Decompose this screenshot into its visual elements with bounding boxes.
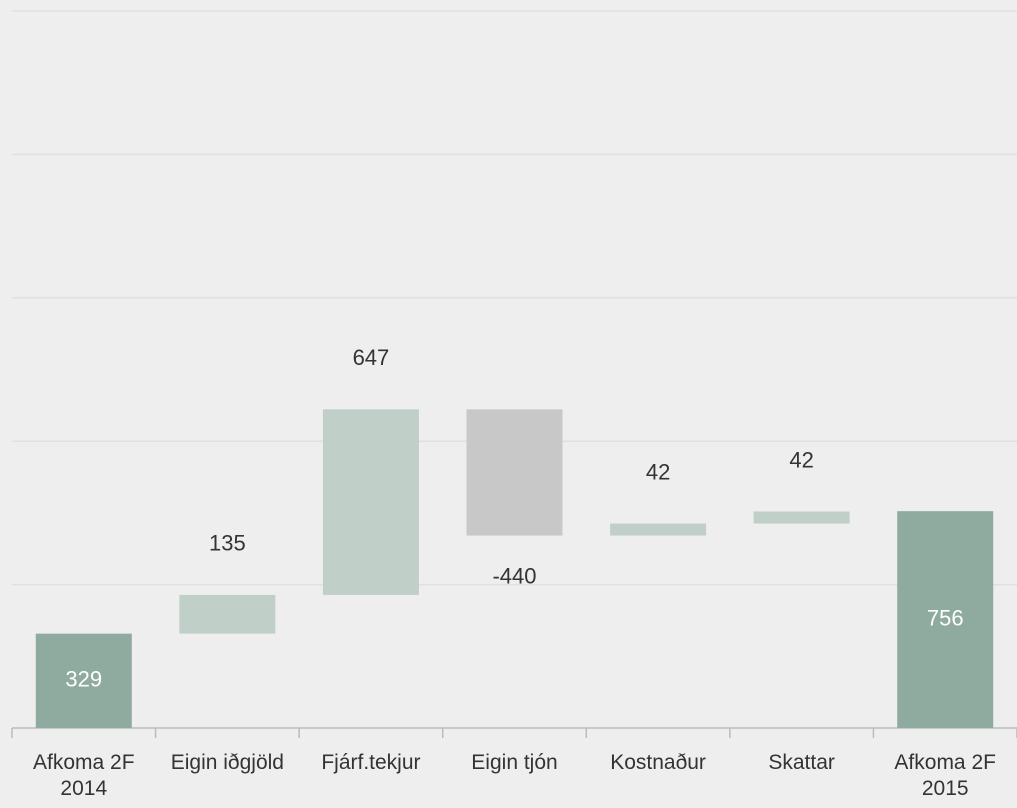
x-tick-label: Afkoma 2F 2015 [894,751,996,800]
bar [179,594,276,634]
x-tick-label: Eigin iðgjöld [170,751,284,774]
x-tick-label: Eigin tjón [471,751,558,774]
value-label: 135 [209,531,246,556]
value-label: 42 [646,459,670,484]
value-label: 329 [65,667,102,692]
x-tick-label: Skattar [768,751,835,774]
x-tick-label: Kostnaður [610,751,706,774]
value-label: 42 [789,447,813,472]
bar [610,523,707,536]
x-tick-label: Afkoma 2F 2014 [33,751,135,800]
bar [35,633,132,728]
value-label: -440 [492,563,536,588]
bar [897,511,994,728]
value-label: 756 [927,605,964,630]
bar [466,409,563,536]
x-tick-label: Fjárf.tekjur [321,751,421,774]
bar [322,409,419,595]
value-label: 647 [353,345,390,370]
bar [753,511,850,524]
